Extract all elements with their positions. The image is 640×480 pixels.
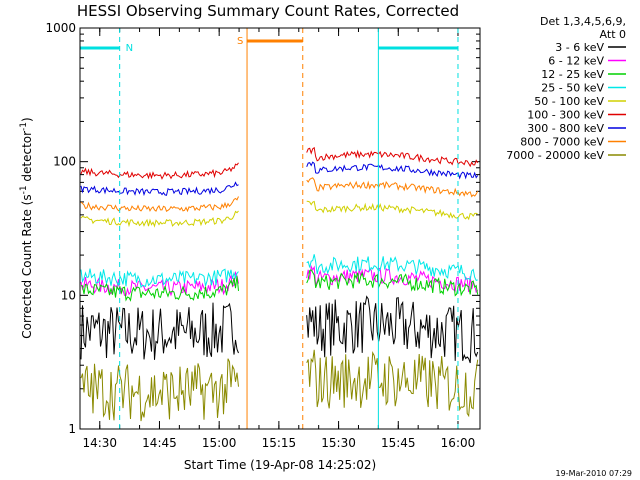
y-tick-label: 100 [53,155,76,169]
chart-title: HESSI Observing Summary Count Rates, Cor… [77,2,459,20]
saa-label: S [237,36,243,47]
x-tick-label: 15:45 [381,436,416,450]
series-line-4 [80,268,239,289]
y-tick-label: 1 [68,422,76,436]
legend-label: 100 - 300 keV [527,109,604,122]
x-tick-label: 15:30 [321,436,356,450]
series-line-9 [80,358,239,422]
series-line-1 [306,295,479,364]
legend-label: 3 - 6 keV [555,41,604,54]
legend-label: 25 - 50 keV [541,82,604,95]
series-line-4 [306,254,478,282]
footer-timestamp: 19-Mar-2010 07:29 [556,469,633,478]
series-line-1 [80,302,239,360]
plot-frame [79,27,481,430]
y-axis-label: Corrected Count Rate (s-1 detector-1) [19,117,34,338]
series-line-3 [80,276,239,302]
series-line-5 [306,200,478,221]
x-tick-label: 16:00 [441,436,476,450]
series-line-8 [306,177,479,198]
series-line-6 [306,146,479,168]
x-tick-label: 15:00 [202,436,237,450]
night-label: N [126,43,133,54]
legend-header-detectors: Det 1,3,4,5,6,9, [540,15,626,28]
x-tick-label: 14:30 [82,436,117,450]
series-line-3 [306,269,479,297]
series-line-7 [306,161,479,180]
y-tick-label: 10 [61,288,76,302]
series-line-8 [80,196,239,213]
legend-label: 300 - 800 keV [527,122,604,135]
legend-label: 50 - 100 keV [534,95,604,108]
legend-header-attenuator: Att 0 [600,28,626,41]
series-line-6 [80,162,239,180]
series-line-5 [80,210,239,228]
x-tick-label: 14:45 [142,436,177,450]
legend-label: 6 - 12 keV [548,55,604,68]
x-axis-label: Start Time (19-Apr-08 14:25:02) [184,458,376,472]
y-tick-label: 1000 [45,21,76,35]
legend-label: 12 - 25 keV [541,68,604,81]
legend-label: 7000 - 20000 keV [506,149,604,162]
legend-label: 800 - 7000 keV [520,136,604,149]
series-line-7 [80,181,239,197]
x-tick-label: 15:15 [262,436,297,450]
series-line-9 [306,349,479,418]
